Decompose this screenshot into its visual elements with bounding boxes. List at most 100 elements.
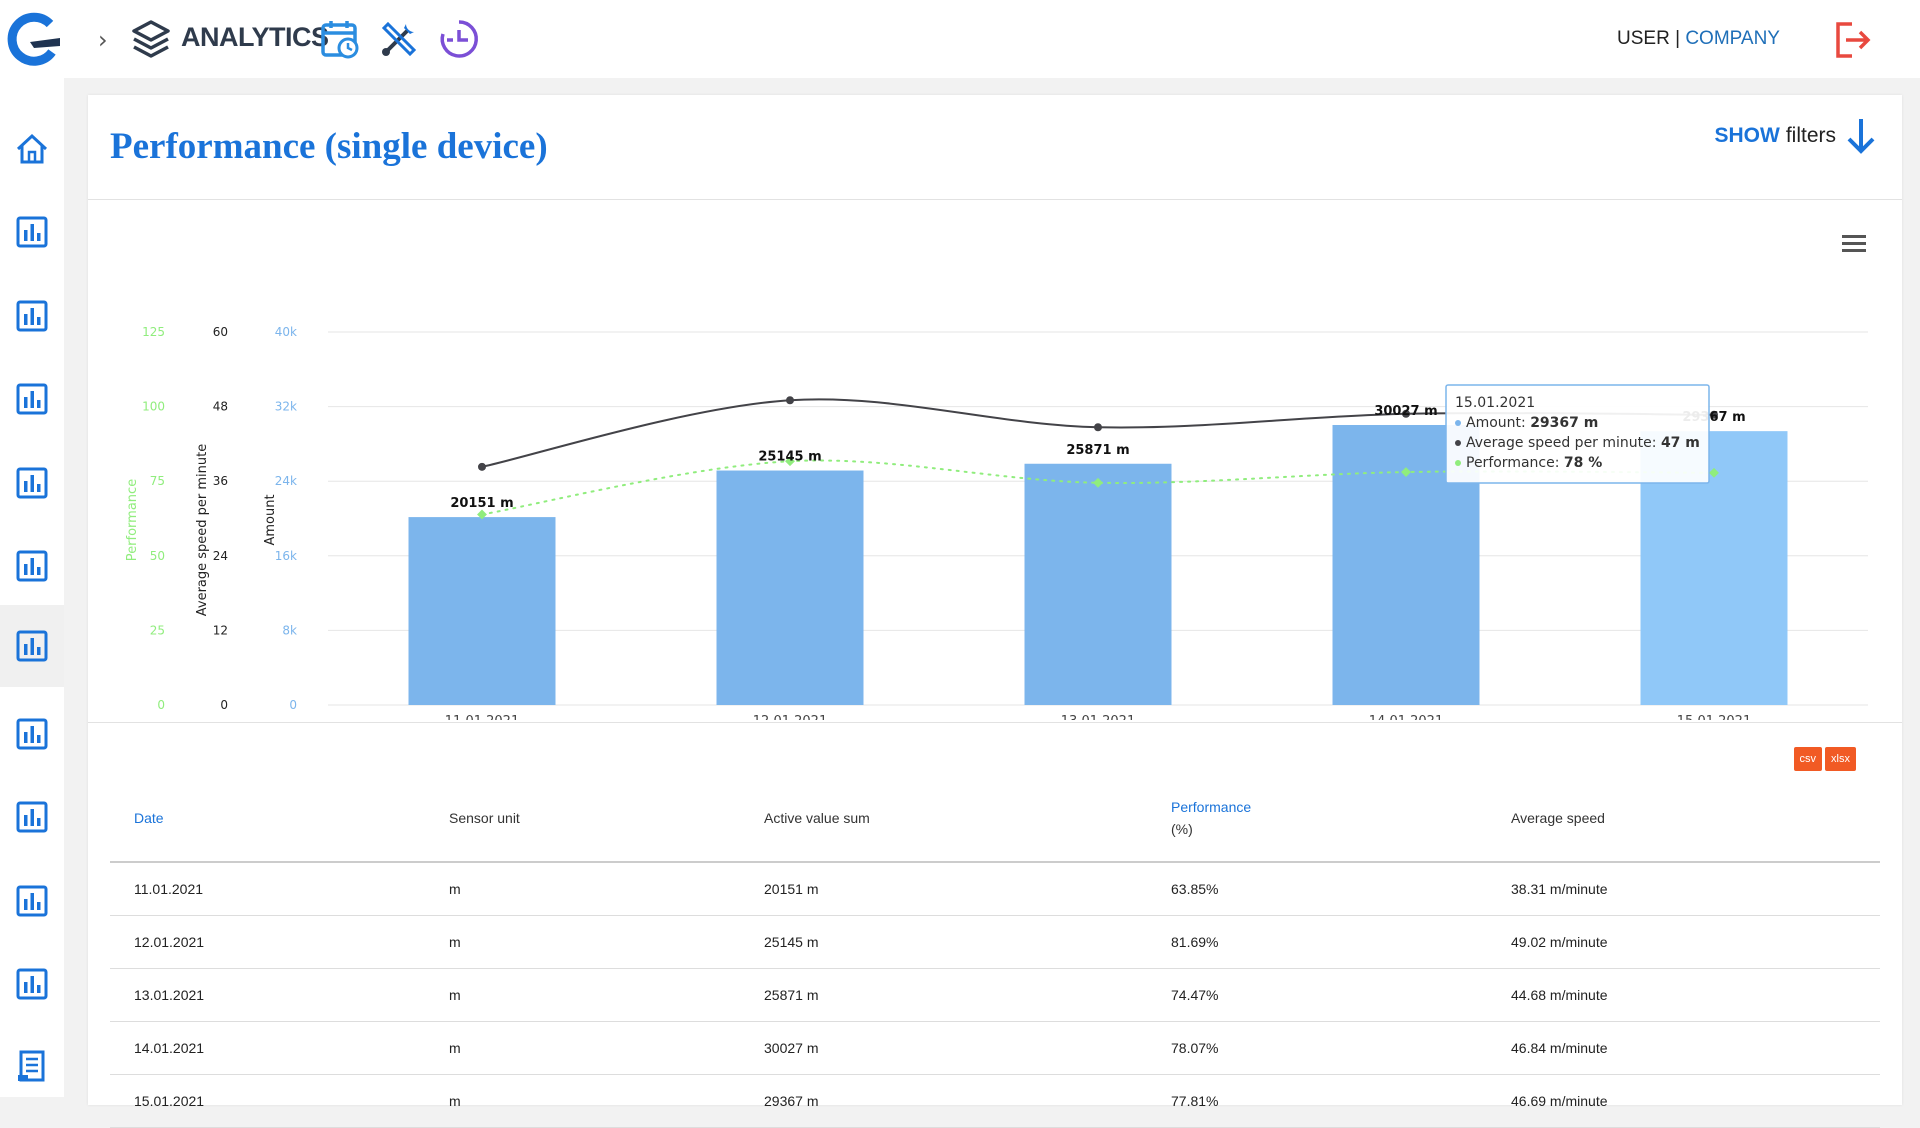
sidebar-item-2[interactable]: [0, 191, 64, 273]
cell-average-speed: 46.69 m/minute: [1487, 1074, 1880, 1128]
axis-tick-label: 12: [213, 623, 228, 637]
axis-tick-label: 0: [220, 698, 228, 712]
axis-tick-label: 50: [150, 549, 165, 563]
g-logo-icon[interactable]: [4, 12, 62, 68]
sidebar-item-1[interactable]: [0, 108, 64, 190]
axis-tick-label: 24k: [275, 474, 297, 488]
history-icon[interactable]: [438, 18, 480, 60]
performance-header-unit: (%): [1171, 821, 1193, 837]
x-tick-label: 15.01.2021: [1677, 714, 1751, 720]
top-bar: › ANALYTICS USER | COMPANY: [0, 0, 1920, 78]
bar-chart-icon: [16, 550, 48, 582]
logout-icon[interactable]: [1832, 20, 1872, 60]
axis-tick-label: 60: [213, 325, 228, 339]
axis-tick-label: 24: [213, 549, 228, 563]
tools-icon[interactable]: [378, 18, 420, 60]
point-performance: [477, 509, 487, 520]
bar-chart-icon: [16, 467, 48, 499]
show-filters-button[interactable]: SHOW filters: [1714, 117, 1878, 155]
tooltip-row-value: 29367 m: [1530, 415, 1598, 431]
point-average-speed: [1710, 410, 1718, 419]
cell-sensor-unit: m: [425, 1074, 740, 1128]
x-tick-label: 14.01.2021: [1369, 714, 1443, 720]
cell-date: 13.01.2021: [110, 968, 425, 1022]
axis-tick-label: 8k: [282, 623, 297, 637]
axis-tick-label: 36: [213, 474, 228, 488]
point-performance: [1093, 477, 1103, 488]
tooltip-dot: [1455, 420, 1461, 426]
tooltip-dot: [1455, 460, 1461, 466]
sidebar-item-7[interactable]: [0, 605, 64, 687]
data-table: Date Sensor unit Active value sum Perfor…: [110, 775, 1880, 1128]
user-company-label[interactable]: USER | COMPANY: [1617, 28, 1780, 50]
sidebar-item-4[interactable]: [0, 358, 64, 440]
cell-performance: 63.85%: [1147, 862, 1487, 916]
sidebar-item-11[interactable]: [0, 943, 64, 1025]
home-icon: [16, 133, 48, 164]
export-csv-button[interactable]: csv: [1793, 747, 1822, 771]
sidebar-item-10[interactable]: [0, 860, 64, 942]
point-performance: [1401, 467, 1411, 477]
layers-icon: [132, 20, 170, 58]
cell-average-speed: 38.31 m/minute: [1487, 862, 1880, 916]
cell-average-speed: 46.84 m/minute: [1487, 1021, 1880, 1075]
tooltip-row-label: Amount: 29367 m: [1466, 415, 1598, 431]
point-average-speed: [786, 396, 794, 405]
bar-amount: [1024, 463, 1172, 705]
bar-amount: [408, 517, 556, 705]
x-tick-label: 13.01.2021: [1061, 714, 1135, 720]
cell-average-speed: 44.68 m/minute: [1487, 968, 1880, 1022]
cell-performance: 77.81%: [1147, 1074, 1487, 1128]
cell-performance: 74.47%: [1147, 968, 1487, 1022]
tooltip-row-label: Performance: 78 %: [1466, 455, 1602, 471]
x-tick-label: 12.01.2021: [753, 714, 827, 720]
page-title: Performance (single device): [110, 126, 548, 167]
filters-show-label: SHOW: [1714, 124, 1780, 147]
performance-chart: 0 25 50 75 100 125 0 12 24 36 48 60 0 8k 16k 24k 32k 40k P…: [125, 325, 1868, 720]
cell-performance: 78.07%: [1147, 1021, 1487, 1075]
header-divider: [88, 199, 1902, 200]
sidebar-item-3[interactable]: [0, 275, 64, 357]
tooltip-dot: [1455, 440, 1461, 446]
cell-date: 14.01.2021: [110, 1021, 425, 1075]
axis-tick-label: 40k: [275, 325, 297, 339]
sidebar-item-6[interactable]: [0, 525, 64, 607]
column-header-performance[interactable]: Performance (%): [1147, 775, 1487, 863]
column-header-date[interactable]: Date: [110, 775, 425, 863]
app-title[interactable]: ANALYTICS: [181, 22, 329, 52]
export-xlsx-button[interactable]: xlsx: [1825, 747, 1856, 771]
axis-tick-label: 32k: [275, 400, 297, 414]
axis-title: Average speed per minute: [195, 444, 210, 617]
user-name[interactable]: USER: [1617, 28, 1670, 49]
axis-tick-label: 100: [142, 400, 165, 414]
user-separator: |: [1669, 28, 1686, 49]
sidebar-item-5[interactable]: [0, 442, 64, 524]
cell-sensor-unit: m: [425, 1021, 740, 1075]
chart-menu-icon[interactable]: [1842, 235, 1866, 255]
point-average-speed: [478, 462, 486, 471]
axis-tick-label: 0: [289, 698, 297, 712]
chart-tooltip: [1445, 384, 1710, 484]
point-performance: [1709, 467, 1719, 478]
sidebar-item-9[interactable]: [0, 776, 64, 858]
bar-chart-icon: [16, 300, 48, 332]
breadcrumb-chevron: ›: [98, 26, 108, 54]
sidebar-item-8[interactable]: [0, 693, 64, 775]
bar-amount: [716, 470, 864, 705]
performance-header-label[interactable]: Performance: [1171, 799, 1252, 815]
calendar-clock-icon[interactable]: [319, 18, 361, 60]
cell-sensor-unit: m: [425, 968, 740, 1022]
sidebar-item-12[interactable]: [0, 1025, 64, 1107]
column-header-average-speed: Average speed: [1487, 775, 1880, 863]
point-average-speed: [1402, 409, 1410, 418]
axis-title: Performance: [125, 479, 140, 561]
axis-tick-label: 25: [150, 623, 165, 637]
cell-performance: 81.69%: [1147, 915, 1487, 969]
cell-active-value-sum: 29367 m: [740, 1074, 1147, 1128]
data-label-amount: 30027 m: [1374, 404, 1437, 419]
filters-label: filters: [1785, 124, 1836, 147]
main-card: Performance (single device) SHOW filters…: [88, 95, 1902, 1128]
company-name[interactable]: COMPANY: [1685, 28, 1780, 49]
cell-date: 12.01.2021: [110, 915, 425, 969]
data-label-amount: 25871 m: [1066, 443, 1129, 458]
